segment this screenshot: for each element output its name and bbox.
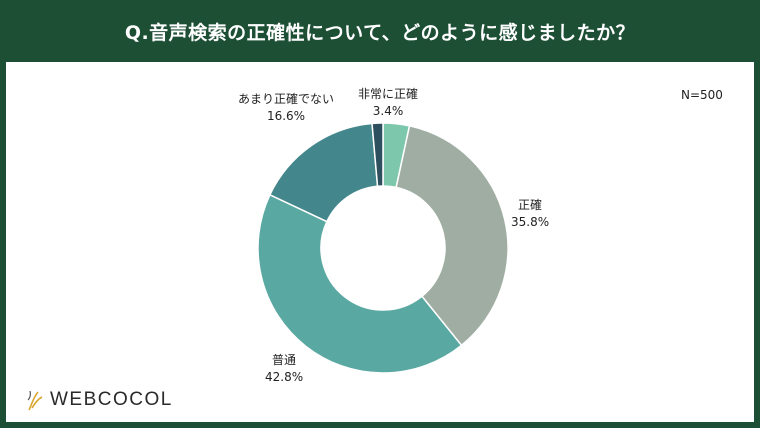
slice-label-very-accurate: 非常に正確 3.4% — [358, 86, 418, 120]
leaf-logo-icon — [27, 390, 43, 411]
webcocol-logo: WEBCOCOL — [26, 388, 173, 412]
donut-chart — [257, 122, 509, 374]
logo-wordmark: WEBCOCOL — [50, 389, 173, 410]
chart-card: N=500 非常に正確 3.4% 正確 35.8% 普通 42.8% あまり正確… — [6, 62, 754, 422]
donut-slice — [371, 122, 384, 188]
sample-size-label: N=500 — [681, 88, 723, 102]
slice-label-not-very-accurate: あまり正確でない 16.6% — [238, 91, 334, 125]
header-banner: Q.音声検索の正確性について、どのように感じましたか？ — [0, 0, 760, 62]
donut-slice — [395, 124, 509, 347]
slice-label-accurate: 正確 35.8% — [511, 197, 549, 231]
chart-title: Q.音声検索の正確性について、どのように感じましたか？ — [124, 21, 636, 44]
slice-percent: 16.6% — [266, 109, 306, 123]
donut-slice — [257, 193, 463, 374]
slice-label-normal: 普通 42.8% — [265, 352, 303, 386]
slice-name: あまり正確でない — [238, 92, 335, 106]
slice-percent: 35.8% — [511, 215, 550, 229]
slice-percent: 42.8% — [265, 370, 304, 384]
slice-name: 正確 — [518, 198, 543, 212]
slice-name: 非常に正確 — [358, 87, 419, 101]
slice-name: 普通 — [272, 353, 297, 367]
slice-percent: 3.4% — [372, 104, 404, 118]
